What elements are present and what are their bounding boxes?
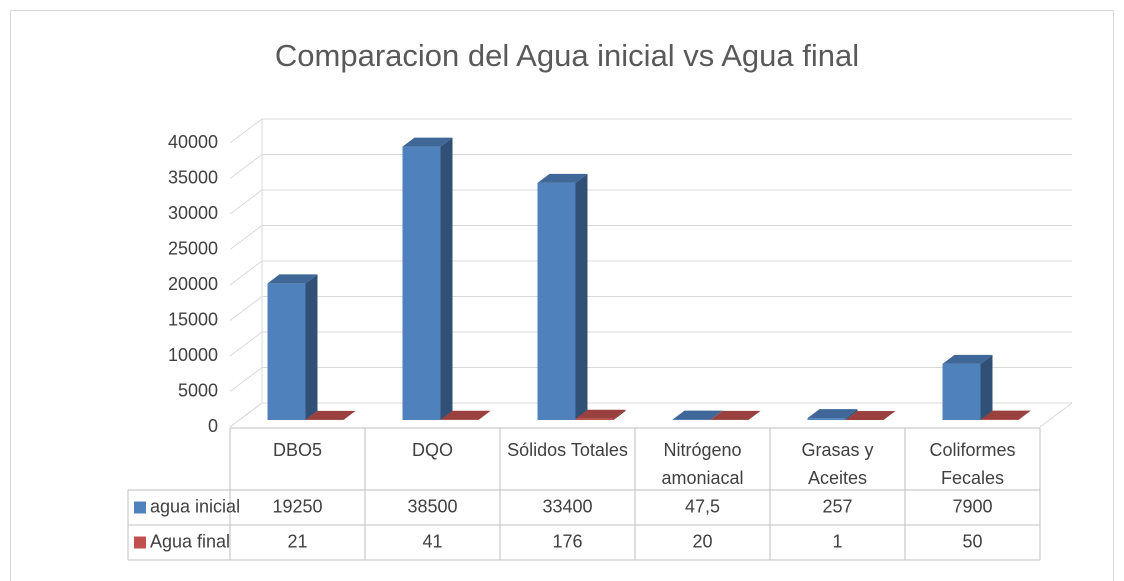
bar xyxy=(980,410,1031,420)
bar xyxy=(845,410,896,420)
y-tick-label: 35000 xyxy=(168,167,218,187)
bar-face xyxy=(402,137,453,147)
grid-line xyxy=(229,154,263,179)
bar-face xyxy=(845,410,896,420)
y-tick-label: 20000 xyxy=(168,274,218,294)
legend-swatch xyxy=(134,536,146,549)
bar-face xyxy=(537,182,576,420)
grid-line xyxy=(229,118,263,144)
grid-line xyxy=(229,331,263,357)
y-tick-label: 40000 xyxy=(168,132,218,152)
bar-face xyxy=(575,409,626,419)
bar xyxy=(807,409,858,420)
x-tick-label: Grasas y Aceites xyxy=(801,440,874,488)
bar-face xyxy=(575,418,614,420)
bar-face xyxy=(807,418,846,420)
table-value: 21 xyxy=(287,531,307,551)
bar-face xyxy=(1018,410,1031,420)
bar xyxy=(942,354,993,420)
bar-face xyxy=(440,410,491,420)
y-tick-label: 5000 xyxy=(178,380,218,400)
y-tick-label: 15000 xyxy=(168,309,218,329)
bar-face xyxy=(613,409,626,420)
bar-face xyxy=(305,274,318,420)
chart-title: Comparacion del Agua inicial vs Agua fin… xyxy=(275,38,859,73)
table-value: 19250 xyxy=(272,496,322,516)
table-value: 1 xyxy=(832,531,842,551)
table-value: 7900 xyxy=(952,496,992,516)
bar-face xyxy=(980,354,993,420)
bar-face xyxy=(440,137,453,420)
table-value: 257 xyxy=(822,496,852,516)
grid-line xyxy=(229,260,263,286)
chart-border xyxy=(10,10,1114,581)
table-value: 47,5 xyxy=(685,496,720,516)
bar-face xyxy=(267,283,306,420)
legend-label: agua inicial xyxy=(150,496,240,516)
grid-line xyxy=(229,296,263,321)
bar xyxy=(267,274,318,420)
bar-face xyxy=(537,173,588,183)
table-value: 50 xyxy=(962,531,982,551)
bar-face xyxy=(980,410,1031,420)
bar-face xyxy=(305,410,356,420)
bar-face xyxy=(748,410,761,420)
table-value: 38500 xyxy=(407,496,457,516)
y-tick-label: 30000 xyxy=(168,203,218,223)
grid-line xyxy=(229,402,263,428)
bar-face xyxy=(883,410,896,420)
bar xyxy=(575,409,626,420)
x-tick-label: DQO xyxy=(411,440,453,460)
x-tick-label: Sólidos Totales xyxy=(507,440,628,460)
bar xyxy=(440,410,491,420)
y-tick-label: 0 xyxy=(208,416,218,436)
bar xyxy=(305,410,356,420)
floor-edge xyxy=(1039,402,1073,428)
y-tick-label: 25000 xyxy=(168,238,218,258)
bar-face xyxy=(845,409,858,420)
x-tick-label: Nitrógeno amoniacal xyxy=(661,440,744,488)
bar-face xyxy=(942,363,981,420)
bar-face xyxy=(267,274,318,284)
grid-line xyxy=(229,225,263,250)
bar-face xyxy=(672,410,723,420)
bar-face xyxy=(402,146,441,420)
bar-face xyxy=(343,410,356,420)
bar-face xyxy=(575,173,588,420)
table-value: 20 xyxy=(692,531,712,551)
x-tick-label: DBO5 xyxy=(272,440,323,460)
table-value: 176 xyxy=(552,531,582,551)
bar xyxy=(402,137,453,420)
bar xyxy=(710,410,761,420)
bar-face xyxy=(478,410,491,420)
bar-face xyxy=(942,354,993,364)
bar-face xyxy=(807,409,858,419)
bar-face xyxy=(710,410,761,420)
legend-label: Agua final xyxy=(150,531,230,551)
grid-line xyxy=(229,367,263,392)
grid-line xyxy=(229,189,263,215)
y-tick-label: 10000 xyxy=(168,345,218,365)
legend-swatch xyxy=(134,501,146,514)
table-value: 33400 xyxy=(542,496,592,516)
x-tick-label: Coliformes Fecales xyxy=(929,440,1016,488)
table-value: 41 xyxy=(422,531,442,551)
bar xyxy=(537,173,588,420)
